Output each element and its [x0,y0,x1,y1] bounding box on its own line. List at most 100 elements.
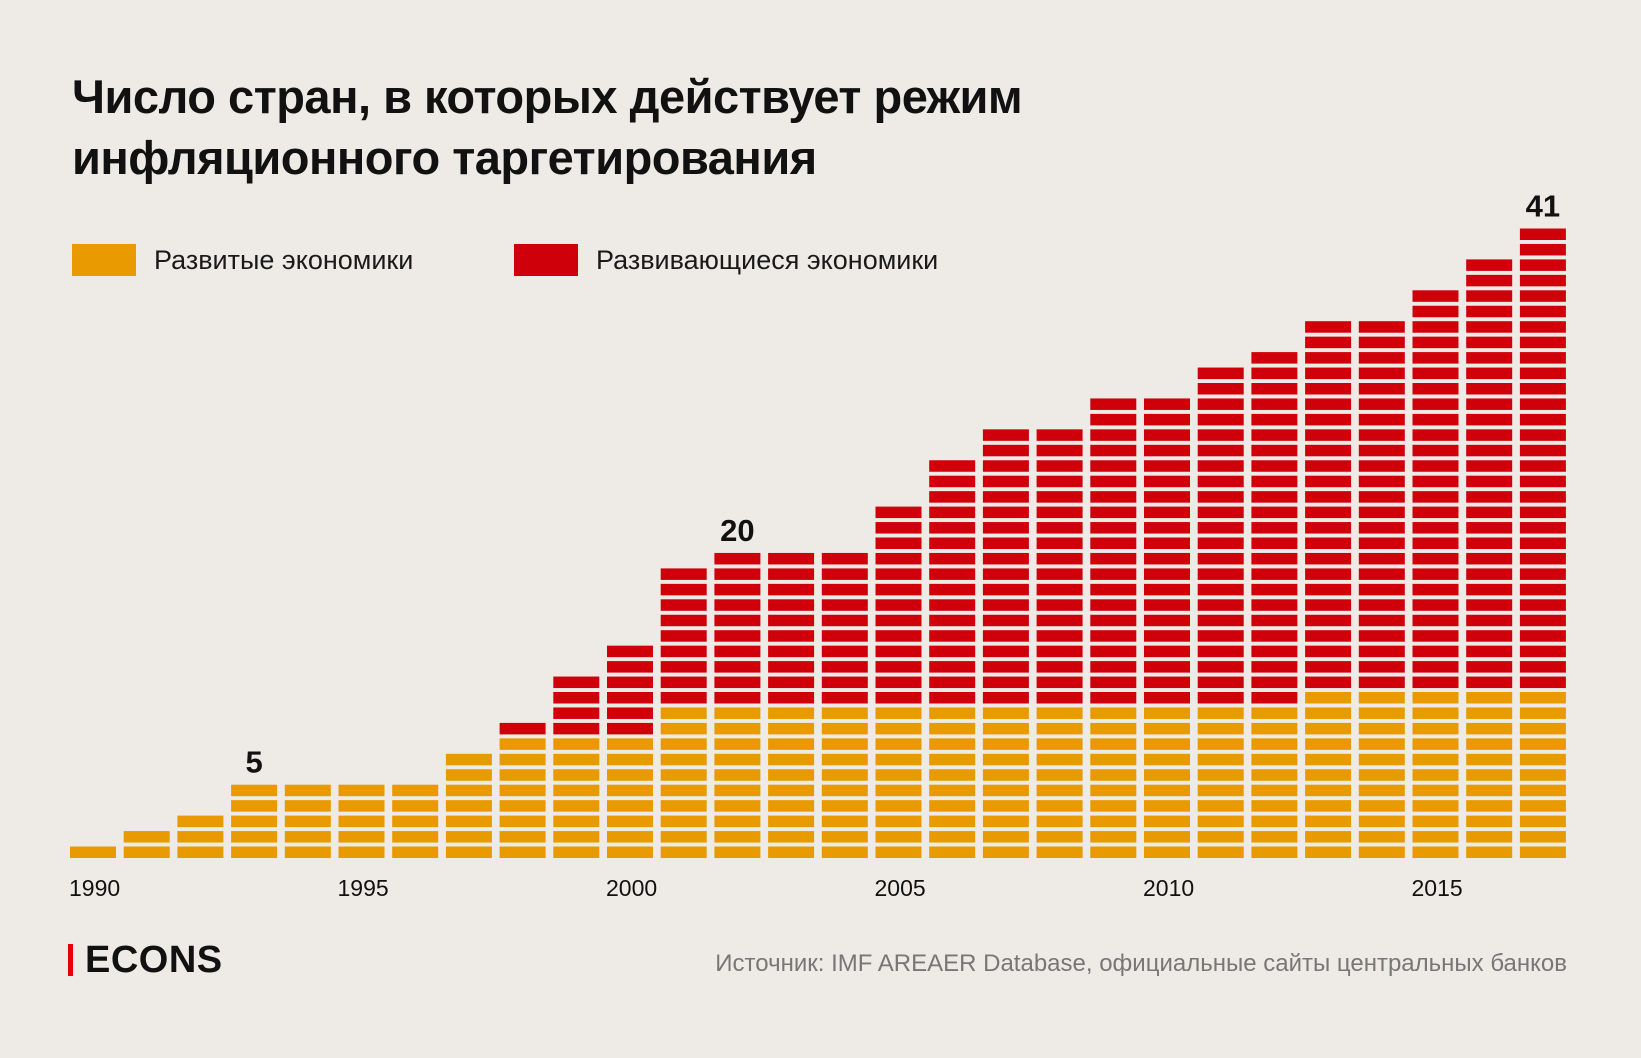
block-emerging-2015 [1412,583,1459,596]
block-developed-2006 [929,815,976,828]
block-emerging-2017 [1519,506,1566,519]
block-emerging-2013 [1305,522,1352,534]
block-developed-2004 [821,722,868,735]
block-developed-2000 [607,753,653,766]
block-developed-2001 [660,815,707,828]
block-emerging-2013 [1305,614,1352,627]
block-emerging-2011 [1197,506,1244,519]
block-emerging-2011 [1197,367,1244,380]
block-developed-1998 [499,784,546,797]
block-emerging-2014 [1358,398,1405,410]
block-developed-2013 [1305,722,1352,735]
block-emerging-2014 [1358,676,1405,689]
block-developed-2014 [1358,692,1405,704]
block-emerging-1998 [499,722,546,735]
block-emerging-2012 [1251,614,1298,627]
block-emerging-2014 [1358,383,1405,395]
block-developed-2004 [821,707,868,719]
block-emerging-2005 [875,537,922,549]
block-developed-2002 [714,784,761,797]
block-developed-2006 [929,831,976,843]
block-developed-2001 [660,707,707,719]
block-emerging-2010 [1144,599,1190,611]
block-emerging-2007 [982,692,1029,704]
block-emerging-2011 [1197,383,1244,395]
block-emerging-2011 [1197,444,1244,457]
block-developed-2008 [1036,707,1083,719]
block-developed-2006 [929,784,976,797]
block-emerging-2002 [714,552,761,565]
block-emerging-2016 [1466,259,1513,271]
legend-label-developed: Развитые экономики [154,244,414,275]
block-developed-1998 [499,831,546,843]
legend-swatch-emerging [514,244,578,276]
block-emerging-2007 [982,537,1029,549]
block-developed-2013 [1305,784,1352,797]
block-developed-2005 [875,707,922,719]
block-emerging-2016 [1466,460,1513,472]
block-emerging-2013 [1305,321,1352,333]
block-developed-2017 [1519,722,1566,735]
block-emerging-2003 [768,614,815,627]
block-emerging-2011 [1197,692,1244,704]
block-emerging-2007 [982,599,1029,611]
block-developed-1996 [392,831,439,843]
block-developed-2008 [1036,846,1083,858]
block-developed-2005 [875,738,922,750]
block-emerging-2012 [1251,661,1298,673]
block-emerging-2007 [982,444,1029,457]
block-emerging-2012 [1251,676,1298,689]
block-emerging-2010 [1144,475,1190,488]
block-emerging-2017 [1519,429,1566,441]
block-developed-2013 [1305,815,1352,828]
block-emerging-2016 [1466,274,1513,287]
block-developed-2016 [1466,815,1513,828]
block-developed-1994 [284,784,331,797]
block-developed-1991 [123,846,170,858]
block-emerging-2008 [1036,692,1083,704]
data-label-2017: 41 [1526,189,1560,224]
block-developed-2017 [1519,769,1566,781]
block-emerging-2016 [1466,305,1513,318]
block-developed-2015 [1412,831,1459,843]
block-developed-1995 [338,831,385,843]
block-developed-2014 [1358,753,1405,766]
block-developed-2014 [1358,831,1405,843]
block-developed-2011 [1197,722,1244,735]
block-developed-2014 [1358,815,1405,828]
block-emerging-2004 [821,661,868,673]
block-emerging-2010 [1144,692,1190,704]
block-developed-1998 [499,815,546,828]
block-emerging-2010 [1144,491,1190,503]
block-emerging-2001 [660,692,707,704]
block-developed-2010 [1144,800,1190,812]
block-emerging-2012 [1251,583,1298,596]
block-developed-1997 [445,815,492,828]
block-developed-2015 [1412,784,1459,797]
block-emerging-2017 [1519,537,1566,549]
block-developed-2006 [929,753,976,766]
block-emerging-2015 [1412,398,1459,410]
block-emerging-2006 [929,676,976,689]
block-developed-2003 [768,753,815,766]
block-emerging-2017 [1519,568,1566,580]
block-emerging-2010 [1144,506,1190,519]
block-developed-2000 [607,815,653,828]
block-emerging-2000 [607,645,653,658]
block-developed-1995 [338,784,385,797]
block-emerging-2008 [1036,630,1083,642]
block-emerging-2014 [1358,352,1405,364]
block-emerging-2010 [1144,661,1190,673]
block-developed-2009 [1090,831,1137,843]
block-emerging-2016 [1466,661,1513,673]
block-emerging-2005 [875,661,922,673]
block-emerging-2017 [1519,599,1566,611]
block-emerging-2005 [875,614,922,627]
block-emerging-2017 [1519,352,1566,364]
block-developed-2002 [714,707,761,719]
block-developed-1996 [392,784,439,797]
block-developed-2010 [1144,831,1190,843]
block-emerging-2014 [1358,336,1405,349]
x-tick-label-1990: 1990 [69,875,120,901]
block-emerging-2017 [1519,290,1566,302]
